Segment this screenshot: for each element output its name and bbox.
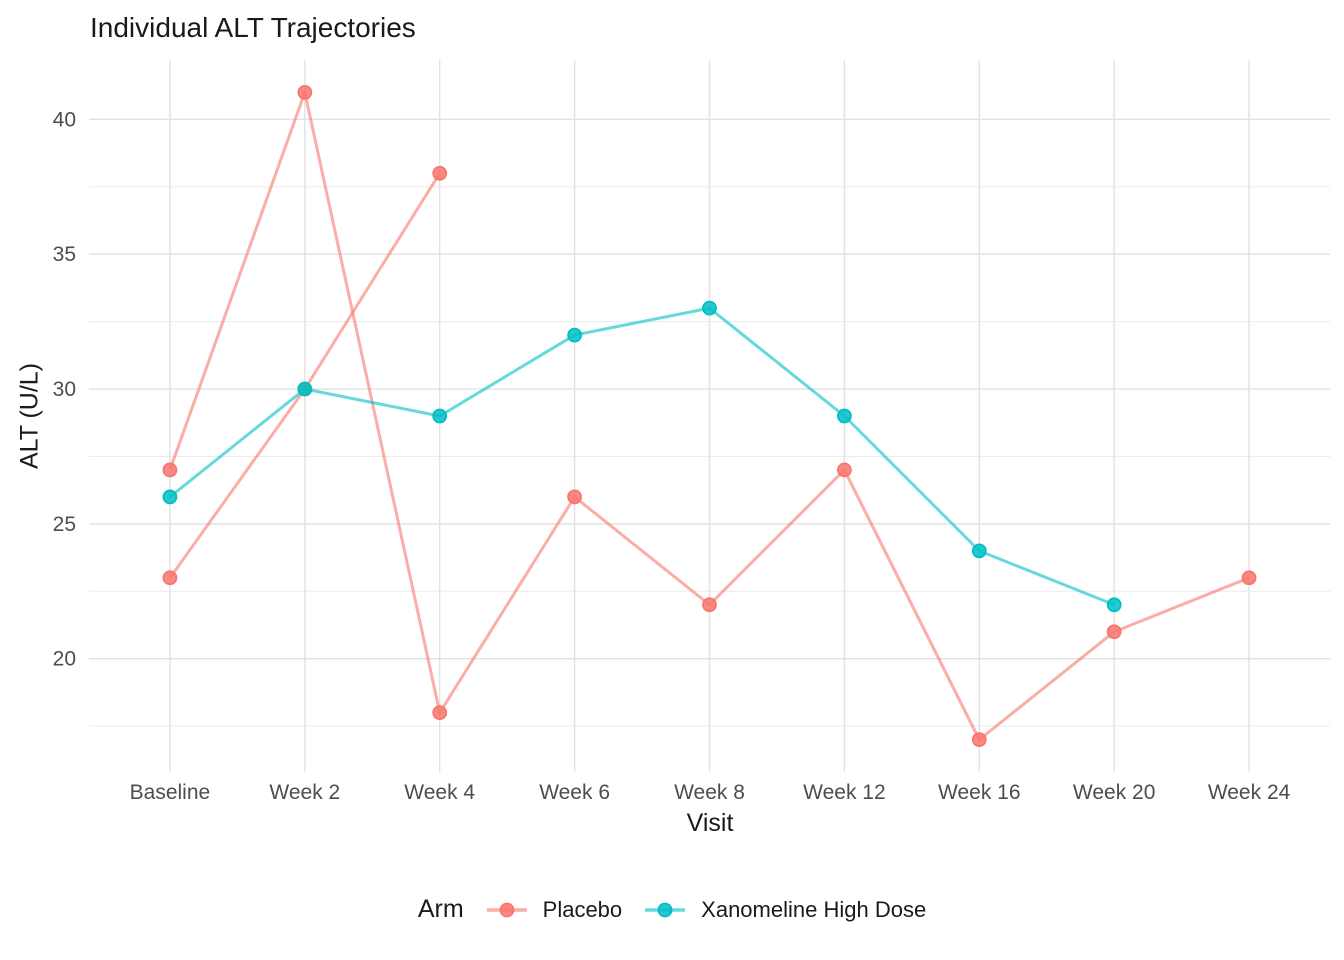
placebo-line-key-icon [486, 902, 527, 917]
data-point-placebo-trajectory-a [702, 597, 717, 613]
x-tick-label: Baseline [130, 781, 211, 804]
x-tick-label: Week 8 [674, 781, 745, 804]
x-axis-title: Visit [686, 809, 734, 837]
data-point-placebo-trajectory-a [1106, 624, 1122, 640]
x-tick-label: Week 20 [1073, 781, 1156, 804]
data-point-xanomeline-high-dose-trajectory [836, 408, 852, 424]
line-chart-panel: 20 25 30 35 40 Baseline Week 2 Week 4 Week 6 Week… [53, 60, 1330, 804]
x-tick-label: Week 6 [539, 781, 610, 804]
legend-label-placebo: Placebo [542, 896, 623, 922]
y-tick-label: 25 [53, 513, 76, 536]
data-point-placebo-trajectory-b [162, 570, 178, 586]
legend-entry-placebo: Placebo [485, 896, 623, 923]
y-tick-label: 35 [53, 243, 76, 266]
data-point-xanomeline-high-dose-trajectory [971, 543, 987, 559]
xanomeline-high-dose-line-key-icon [645, 902, 686, 917]
x-tick-label: Week 2 [269, 781, 340, 804]
x-tick-label: Week 16 [938, 781, 1021, 804]
legend: Arm Placebo Xanomeline High Dose [0, 895, 1344, 924]
x-tick-label: Week 12 [803, 781, 886, 804]
legend-title: Arm [417, 895, 464, 923]
data-point-xanomeline-high-dose-trajectory [1106, 597, 1122, 613]
y-tick-label: 30 [53, 378, 76, 401]
chart-title: Individual ALT Trajectories [90, 12, 416, 43]
data-point-placebo-trajectory-b [432, 165, 448, 181]
x-tick-label: Week 4 [404, 781, 475, 804]
data-point-xanomeline-high-dose-trajectory [702, 300, 717, 316]
data-point-placebo-trajectory-a [297, 84, 313, 100]
data-point-placebo-trajectory-a [836, 462, 852, 478]
y-tick-label: 20 [53, 648, 76, 671]
data-point-placebo-trajectory-a [432, 705, 448, 721]
data-point-placebo-trajectory-a [162, 462, 178, 478]
data-point-xanomeline-high-dose-trajectory [567, 327, 583, 343]
data-point-placebo-trajectory-a [567, 489, 583, 505]
data-point-placebo-trajectory-a [971, 732, 987, 748]
data-point-xanomeline-high-dose-trajectory [297, 381, 313, 397]
y-tick-label: 40 [53, 108, 76, 131]
data-point-xanomeline-high-dose-trajectory [162, 489, 178, 505]
data-point-placebo-trajectory-a [1241, 570, 1257, 586]
x-tick-label: Week 24 [1208, 781, 1291, 804]
legend-label-xanomeline-high-dose: Xanomeline High Dose [701, 896, 927, 922]
trajectory-line-xanomeline-high-dose-trajectory [168, 306, 1115, 607]
data-point-xanomeline-high-dose-trajectory [432, 408, 448, 424]
legend-entry-xanomeline-high-dose: Xanomeline High Dose [643, 897, 926, 923]
